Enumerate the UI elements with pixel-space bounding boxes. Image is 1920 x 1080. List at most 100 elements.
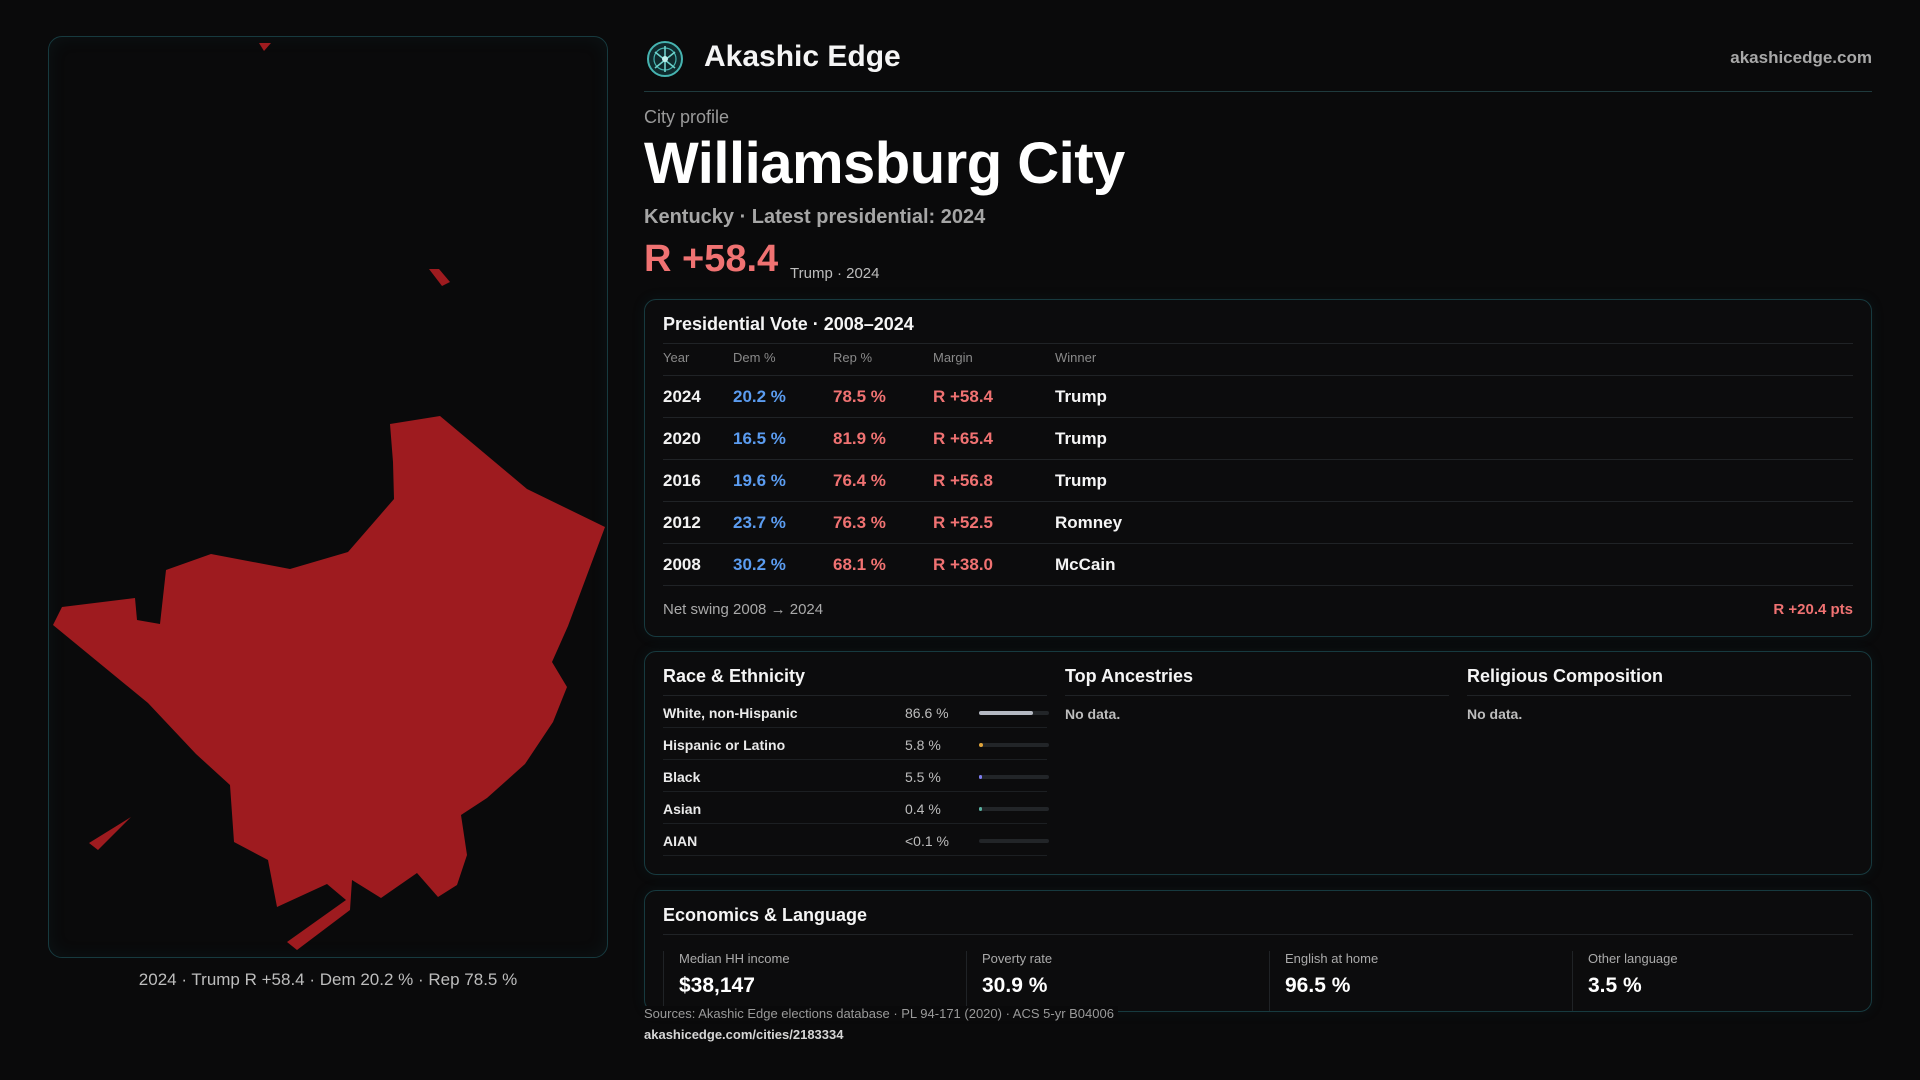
vote-dem-pct: 20.2 %: [733, 387, 786, 406]
vote-year: 2012: [663, 513, 701, 532]
vote-margin: R +65.4: [933, 429, 994, 448]
page-url-link[interactable]: akashicedge.com/cities/2183334: [644, 1027, 844, 1042]
stat-label: English at home: [1285, 951, 1379, 966]
religious-composition-title: Religious Composition: [1467, 666, 1851, 696]
site-link[interactable]: akashicedge.com: [1730, 48, 1872, 67]
race-ethnicity-title: Race & Ethnicity: [663, 666, 1047, 696]
vote-margin: R +58.4: [933, 387, 994, 406]
race-label: AIAN: [663, 833, 698, 849]
vote-dem-pct: 30.2 %: [733, 555, 786, 574]
stat-value: 96.5 %: [1285, 974, 1351, 997]
race-row: Asian 0.4 %: [663, 792, 1049, 824]
stat-other-language: Other language 3.5 %: [1572, 951, 1855, 1011]
city-boundary-map: [48, 36, 608, 958]
vote-winner: McCain: [1055, 555, 1116, 574]
sources-note: Sources: Akashic Edge elections database…: [644, 1006, 1118, 1021]
economics-language-card: Economics & Language Median HH income $3…: [644, 890, 1872, 1012]
top-ancestries-empty: No data.: [1065, 706, 1121, 722]
race-share-bar: [979, 711, 1049, 715]
race-pct: 0.4 %: [905, 801, 941, 817]
religious-composition-section: Religious Composition No data.: [1467, 666, 1851, 722]
city-subline: Kentucky · Latest presidential: 2024: [644, 206, 986, 228]
stat-label: Other language: [1588, 951, 1678, 966]
race-label: White, non-Hispanic: [663, 705, 798, 721]
latest-margin: R +58.4: [644, 238, 779, 280]
stat-label: Median HH income: [679, 951, 790, 966]
vote-winner: Trump: [1055, 429, 1107, 448]
top-ancestries-title: Top Ancestries: [1065, 666, 1449, 696]
race-share-fill: [979, 775, 982, 779]
stat-value: $38,147: [679, 974, 755, 997]
net-swing-label: Net swing 2008 → 2024: [663, 601, 824, 618]
race-pct: <0.1 %: [905, 833, 949, 849]
presidential-vote-card: Presidential Vote · 2008–2024 Year Dem %…: [644, 299, 1872, 637]
vote-rep-pct: 76.3 %: [833, 513, 886, 532]
stat-english-at-home: English at home 96.5 %: [1269, 951, 1572, 1011]
race-label: Black: [663, 769, 701, 785]
city-boundary-main: [53, 416, 605, 950]
vote-dem-pct: 19.6 %: [733, 471, 786, 490]
race-row: Hispanic or Latino 5.8 %: [663, 728, 1049, 760]
race-row: Black 5.5 %: [663, 760, 1049, 792]
col-header-dem: Dem %: [733, 350, 776, 365]
vote-dem-pct: 23.7 %: [733, 513, 786, 532]
stat-poverty-rate: Poverty rate 30.9 %: [966, 951, 1269, 1011]
race-pct: 86.6 %: [905, 705, 949, 721]
vote-rep-pct: 68.1 %: [833, 555, 886, 574]
map-svg: [53, 43, 605, 950]
net-swing-value: R +20.4 pts: [1773, 601, 1853, 618]
vote-year: 2024: [663, 387, 701, 406]
race-label: Asian: [663, 801, 702, 817]
vote-row: 2020 16.5 % 81.9 % R +65.4 Trump: [663, 418, 1853, 460]
vote-table-header: Year Dem % Rep % Margin Winner: [663, 350, 1853, 376]
city-boundary-fragment-ne: [429, 269, 450, 286]
city-boundary-fragment-sw: [89, 817, 131, 850]
col-header-margin: Margin: [933, 350, 973, 365]
economics-language-title: Economics & Language: [663, 905, 868, 925]
col-header-year: Year: [663, 350, 690, 365]
race-share-bar: [979, 807, 1049, 811]
latest-margin-note: Trump · 2024: [790, 265, 880, 282]
akashic-edge-logo-icon[interactable]: [646, 40, 684, 78]
vote-row: 2008 30.2 % 68.1 % R +38.0 McCain: [663, 544, 1853, 586]
vote-margin: R +56.8: [933, 471, 994, 490]
divider: [663, 343, 1853, 344]
stat-value: 3.5 %: [1588, 974, 1642, 997]
stat-median-income: Median HH income $38,147: [663, 951, 966, 1011]
race-share-bar: [979, 743, 1049, 747]
race-row: White, non-Hispanic 86.6 %: [663, 696, 1049, 728]
race-pct: 5.5 %: [905, 769, 941, 785]
vote-dem-pct: 16.5 %: [733, 429, 786, 448]
vote-year: 2020: [663, 429, 701, 448]
top-ancestries-section: Top Ancestries No data.: [1065, 666, 1449, 722]
col-header-rep: Rep %: [833, 350, 873, 365]
religious-composition-empty: No data.: [1467, 706, 1523, 722]
brand-name[interactable]: Akashic Edge: [704, 40, 901, 73]
presidential-vote-title: Presidential Vote · 2008–2024: [663, 314, 914, 334]
race-label: Hispanic or Latino: [663, 737, 786, 753]
race-share-bar: [979, 839, 1049, 843]
race-share-fill: [979, 711, 1033, 715]
race-share-fill: [979, 807, 982, 811]
page-eyebrow: City profile: [644, 107, 730, 127]
race-row: AIAN <0.1 %: [663, 824, 1049, 856]
vote-winner: Trump: [1055, 387, 1107, 406]
stat-value: 30.9 %: [982, 974, 1048, 997]
stat-label: Poverty rate: [982, 951, 1053, 966]
city-shape-group: [53, 43, 605, 950]
race-ethnicity-list: White, non-Hispanic 86.6 % Hispanic or L…: [663, 696, 1049, 856]
site-header: Akashic Edge akashicedge.com: [644, 36, 1872, 92]
vote-margin: R +52.5: [933, 513, 994, 532]
vote-row: 2012 23.7 % 76.3 % R +52.5 Romney: [663, 502, 1853, 544]
page-title: Williamsburg City: [644, 131, 1125, 196]
vote-row: 2024 20.2 % 78.5 % R +58.4 Trump: [663, 376, 1853, 418]
race-share-fill: [979, 743, 983, 747]
map-caption: 2024 · Trump R +58.4 · Dem 20.2 % · Rep …: [138, 970, 518, 989]
race-pct: 5.8 %: [905, 737, 941, 753]
vote-winner: Trump: [1055, 471, 1107, 490]
race-share-bar: [979, 775, 1049, 779]
vote-margin: R +38.0: [933, 555, 994, 574]
vote-rep-pct: 81.9 %: [833, 429, 886, 448]
race-ethnicity-section: Race & Ethnicity White, non-Hispanic 86.…: [663, 666, 1049, 856]
city-boundary-fragment-top: [259, 43, 271, 51]
